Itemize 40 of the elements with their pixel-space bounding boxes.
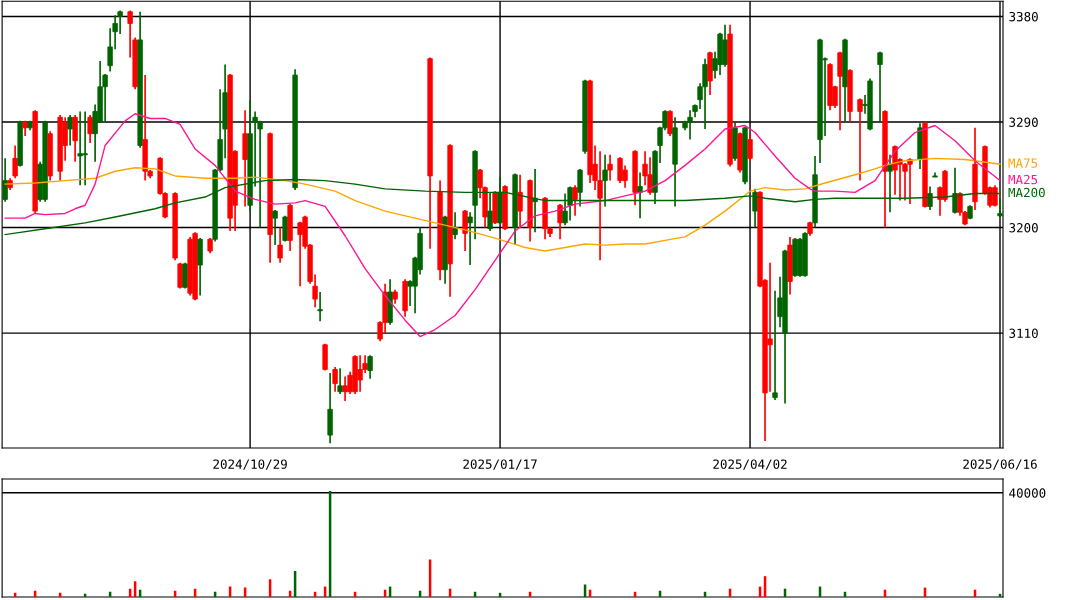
candlestick <box>12 144 18 180</box>
candlestick <box>342 375 348 402</box>
candlestick <box>277 226 283 264</box>
candlestick <box>607 153 613 182</box>
candlestick <box>997 197 1003 218</box>
candlestick <box>317 291 323 323</box>
candlestick <box>182 261 188 290</box>
x-tick-label: 2025/04/02 <box>713 459 787 470</box>
candlestick <box>772 290 778 401</box>
y-tick-label: 3200 <box>1009 223 1038 233</box>
candlestick <box>67 114 73 147</box>
candlestick <box>87 114 93 144</box>
y-tick-label: 40000 <box>1009 488 1046 498</box>
candlestick <box>72 114 78 163</box>
candlestick <box>667 109 673 137</box>
line-series <box>4 113 1001 338</box>
x-tick-label: 2025/06/16 <box>963 459 1037 470</box>
candlestick <box>517 173 523 229</box>
candlestick <box>747 132 753 162</box>
y-tick-label: 3110 <box>1009 328 1038 339</box>
candlestick <box>367 354 373 380</box>
series-label: MA25 <box>1008 174 1038 185</box>
candlestick <box>282 214 288 243</box>
y-tick-label: 3290 <box>1009 117 1038 127</box>
candlestick <box>177 261 183 290</box>
line-series <box>4 157 1001 252</box>
candlestick <box>877 50 883 123</box>
candlestick <box>332 366 338 393</box>
candlestick <box>487 191 493 232</box>
x-tick-label: 2024/10/29 <box>213 459 287 470</box>
x-tick-label: 2025/01/17 <box>463 459 537 470</box>
series-label: MA75 <box>1008 158 1038 168</box>
candlestick <box>572 184 578 217</box>
candlestick <box>927 185 933 211</box>
candlestick <box>857 97 863 182</box>
series-label: MA200 <box>1008 187 1045 198</box>
candlestick <box>452 211 458 241</box>
candlestick <box>272 209 278 246</box>
y-tick-label: 3380 <box>1009 11 1038 22</box>
candlestick <box>337 367 343 395</box>
